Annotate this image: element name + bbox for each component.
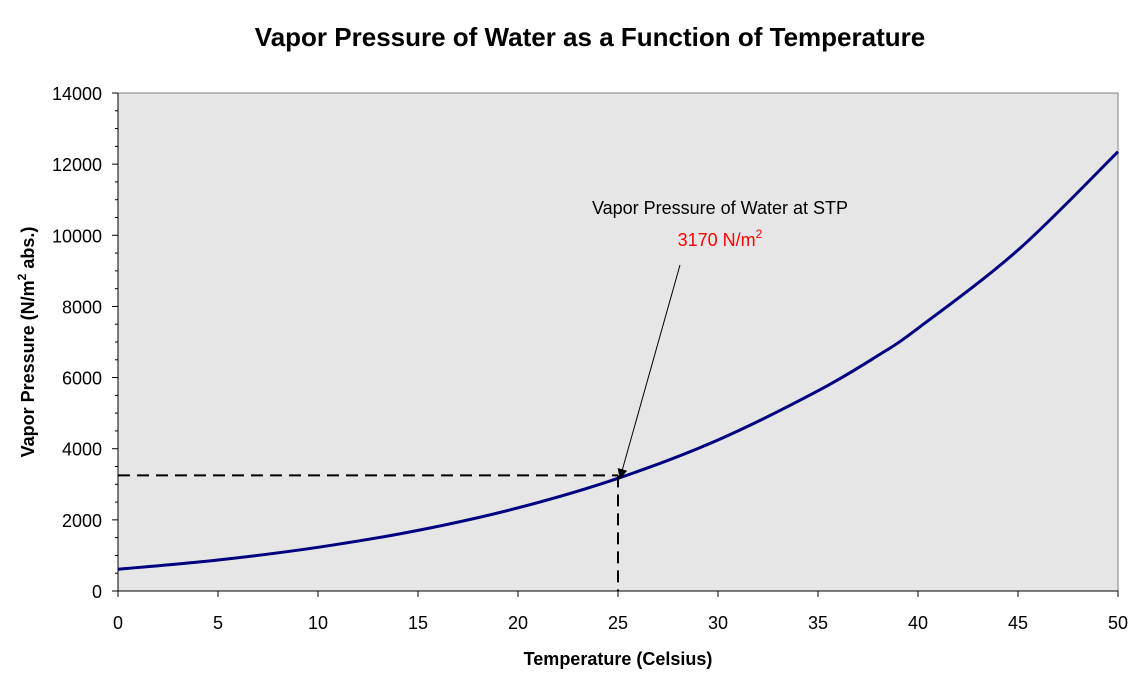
plot-area (117, 92, 1119, 592)
y-tick-label: 8000 (62, 297, 102, 317)
y-axis-title-suffix: abs.) (18, 227, 38, 274)
vapor-pressure-curve (117, 150, 1120, 571)
x-tick-label: 50 (1108, 613, 1128, 633)
x-tick-label: 5 (213, 613, 223, 633)
y-axis-title-main: Vapor Pressure (N/m (18, 280, 38, 457)
x-tick-label: 25 (608, 613, 628, 633)
x-tick-label: 15 (408, 613, 428, 633)
stp-annotation-label: Vapor Pressure of Water at STP (592, 198, 848, 218)
x-tick-label: 0 (113, 613, 123, 633)
stp-annotation-value-superscript: 2 (756, 227, 763, 241)
stp-annotation-arrow (617, 264, 681, 479)
x-tick-label: 30 (708, 613, 728, 633)
series-group (117, 150, 1120, 571)
x-tick-label: 35 (808, 613, 828, 633)
chart-title: Vapor Pressure of Water as a Function of… (255, 22, 925, 52)
x-tick-label: 45 (1008, 613, 1028, 633)
y-tick-label: 12000 (52, 155, 102, 175)
stp-annotation-value-main: 3170 N/m (678, 230, 756, 250)
y-tick-label: 14000 (52, 84, 102, 104)
y-axis-title: Vapor Pressure (N/m2 abs.) (15, 227, 38, 458)
y-tick-label: 2000 (62, 511, 102, 531)
y-tick-label: 10000 (52, 226, 102, 246)
y-tick-label: 6000 (62, 369, 102, 389)
stp-annotation-value: 3170 N/m2 (678, 227, 763, 250)
x-axis-title: Temperature (Celsius) (524, 649, 713, 669)
y-axis-ticks: 0 2000 4000 6000 8000 10000 12000 14000 (52, 84, 118, 602)
y-tick-label: 0 (92, 582, 102, 602)
y-axis-title-superscript: 2 (15, 273, 29, 280)
x-tick-label: 20 (508, 613, 528, 633)
x-tick-label: 40 (908, 613, 928, 633)
y-tick-label: 4000 (62, 440, 102, 460)
x-tick-label: 10 (308, 613, 328, 633)
x-axis-ticks: 0 5 10 15 20 25 30 35 40 45 50 (113, 591, 1128, 633)
